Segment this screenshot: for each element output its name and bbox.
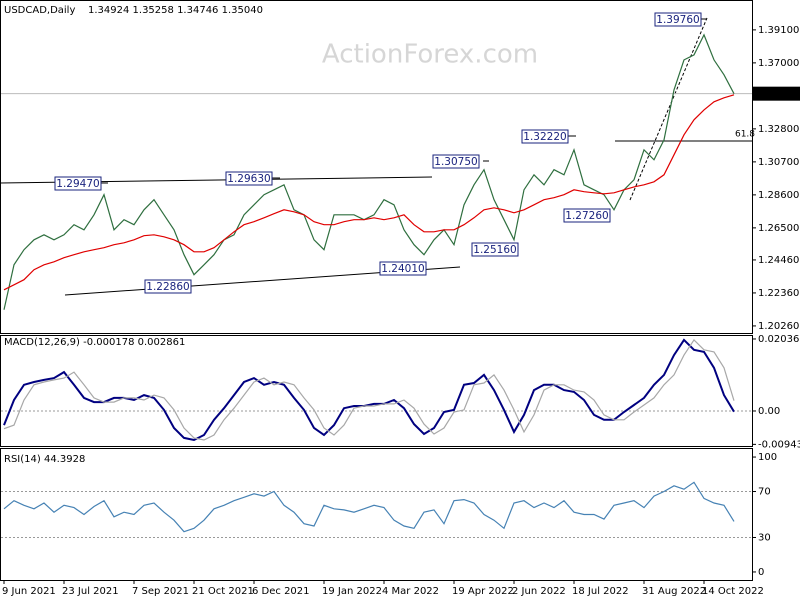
ohlc-text: 1.34924 1.35258 1.34746 1.35040 (88, 5, 263, 16)
annotation-label: 1.25160 (473, 244, 516, 256)
annotation-label: 1.30750 (434, 156, 477, 168)
annotation-box (471, 242, 519, 257)
annotation-label: 1.32220 (523, 131, 566, 143)
annotation-box (54, 176, 102, 191)
fib-label: 61.8 (735, 130, 755, 140)
price-panel (0, 0, 753, 334)
dashed-trendline (629, 17, 708, 201)
y-tick-label: 30 (758, 532, 771, 543)
y-tick-label: 1.26500 (758, 223, 799, 234)
annotation-label: 1.29470 (56, 178, 99, 190)
macd-panel (0, 335, 753, 447)
macd-title: MACD(12,26,9) -0.000178 0.002861 (4, 337, 185, 348)
annotation-label: 1.39760 (656, 14, 699, 26)
y-tick-label: -0.009438 (758, 439, 800, 450)
x-tick-label: 4 Mar 2022 (382, 586, 439, 597)
y-tick-label: 1.30700 (758, 157, 799, 168)
annotation-label: 1.24010 (381, 263, 424, 275)
last-price-box (753, 86, 800, 101)
annotation-box (654, 12, 702, 27)
annotation-label: 1.29630 (227, 173, 270, 185)
x-tick-label: 23 Jul 2021 (62, 586, 119, 597)
x-tick-label: 18 Jul 2022 (572, 586, 629, 597)
annotation-box (144, 279, 192, 294)
rsi-title: RSI(14) 44.3928 (4, 454, 85, 465)
x-tick-label: 2 Jun 2022 (512, 586, 566, 597)
annotation-box (521, 129, 569, 144)
x-tick-label: 6 Dec 2021 (252, 586, 310, 597)
y-tick-label: 1.39100 (758, 25, 799, 36)
y-tick-label: 0.00 (758, 406, 780, 417)
series-line (3, 481, 735, 533)
y-tick-label: 1.22360 (758, 288, 799, 299)
annotation-box (432, 154, 480, 169)
y-tick-label: 1.37000 (758, 58, 799, 69)
rsi-panel (0, 448, 753, 581)
annotation-box (379, 261, 427, 276)
series-line (3, 338, 735, 441)
last-price-label: 1.35040 (757, 89, 798, 100)
annotation-box (563, 208, 611, 223)
x-tick-label: 19 Jan 2022 (322, 586, 382, 597)
annotation-box (225, 171, 273, 186)
x-tick-label: 9 Jun 2021 (2, 586, 56, 597)
y-tick-label: 1.24460 (758, 255, 799, 266)
series-line (3, 94, 735, 291)
x-tick-label: 21 Oct 2021 (192, 586, 254, 597)
watermark: ActionForex.com (322, 40, 538, 70)
y-tick-label: 1.32800 (758, 124, 799, 135)
y-tick-label: 1.20260 (758, 321, 799, 332)
y-tick-label: 0.02036 (758, 334, 799, 345)
x-tick-label: 31 Aug 2022 (642, 586, 706, 597)
x-tick-label: 19 Apr 2022 (452, 586, 514, 597)
y-tick-label: 0 (758, 567, 764, 578)
y-tick-label: 70 (758, 487, 771, 498)
symbol-title: USDCAD,Daily (4, 5, 75, 16)
y-tick-label: 100 (758, 452, 777, 463)
x-tick-label: 14 Oct 2022 (702, 586, 764, 597)
series-line (3, 33, 735, 310)
y-tick-label: 1.28600 (758, 190, 799, 201)
annotation-label: 1.27260 (565, 210, 608, 222)
x-tick-label: 7 Sep 2021 (132, 586, 189, 597)
annotation-label: 1.22860 (146, 281, 189, 293)
